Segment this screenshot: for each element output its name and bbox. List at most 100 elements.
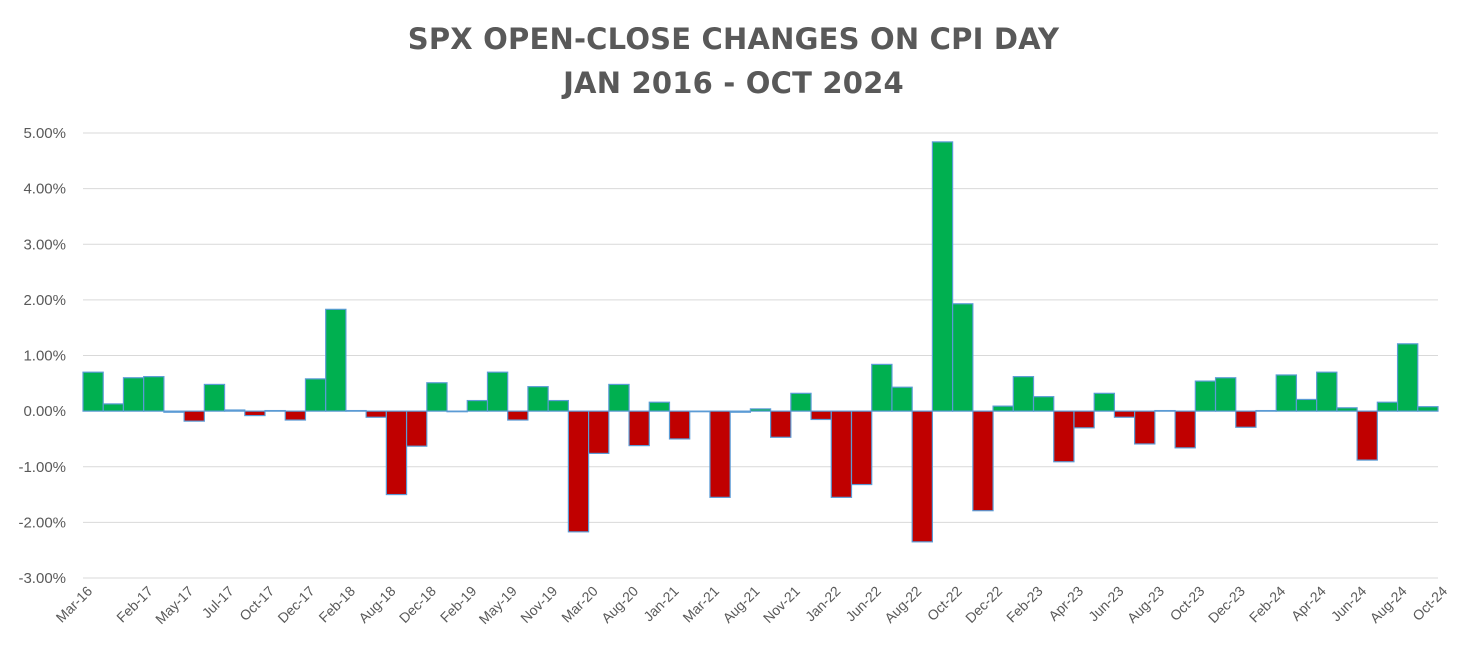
x-tick-label: Jun-22 — [842, 583, 884, 625]
gridlines — [83, 132, 1438, 579]
bar — [628, 410, 650, 447]
x-tick-label: Aug-22 — [881, 583, 924, 626]
x-tick-label: Aug-20 — [598, 583, 641, 626]
bar — [527, 386, 549, 412]
bar — [891, 386, 913, 412]
bar — [729, 410, 751, 413]
bar — [1113, 410, 1136, 418]
bar — [1194, 380, 1217, 412]
bar — [507, 410, 529, 421]
x-tick-label: Jan-21 — [640, 583, 682, 625]
y-tick-label: -3.00% — [18, 570, 66, 587]
bar — [587, 410, 610, 455]
bar — [163, 410, 185, 413]
x-tick-label: Feb-17 — [113, 583, 156, 626]
x-tick-label: May-19 — [476, 583, 520, 627]
bar — [689, 410, 711, 413]
bar — [223, 409, 246, 412]
bar — [1417, 406, 1439, 412]
bar — [1214, 377, 1237, 412]
x-tick-label: Jul-17 — [199, 583, 237, 621]
bar — [972, 410, 994, 512]
bar — [749, 408, 772, 412]
bar — [264, 409, 286, 412]
x-tick-label: Feb-19 — [437, 583, 480, 626]
bar — [284, 410, 307, 421]
chart-subtitle: JAN 2016 - OCT 2024 — [563, 66, 904, 100]
bar — [446, 410, 468, 413]
bar — [466, 399, 489, 412]
y-tick-label: -2.00% — [18, 514, 66, 531]
bar — [1032, 396, 1055, 412]
x-tick-label: Feb-23 — [1003, 583, 1046, 626]
y-tick-label: 0.00% — [23, 403, 66, 420]
chart-title: SPX OPEN-CLOSE CHANGES ON CPI DAY — [407, 22, 1060, 56]
x-tick-label: Aug-23 — [1124, 583, 1167, 626]
x-tick-label: Nov-21 — [760, 583, 803, 626]
bar — [1134, 410, 1156, 445]
y-tick-label: 3.00% — [23, 236, 66, 253]
bar — [325, 308, 347, 412]
bar — [1093, 392, 1116, 412]
bar — [850, 410, 873, 486]
x-tick-label: Mar-16 — [53, 583, 96, 626]
x-tick-label: Jun-24 — [1328, 583, 1370, 625]
x-tick-label: Oct-22 — [924, 583, 965, 624]
x-tick-label: Oct-17 — [236, 583, 277, 624]
y-axis-ticks: 5.00% 4.00% 3.00% 2.00% 1.00% 0.00% -1.00% -2.0… — [18, 125, 66, 587]
x-tick-label: Oct-23 — [1167, 583, 1208, 624]
x-tick-label: Dec-23 — [1205, 583, 1248, 626]
x-tick-label: Nov-19 — [517, 583, 560, 626]
bar — [203, 383, 226, 412]
bar — [304, 378, 327, 412]
bar — [608, 383, 630, 412]
x-tick-label: Dec-17 — [274, 583, 317, 626]
bar — [770, 410, 792, 438]
x-tick-label: Dec-22 — [962, 583, 1005, 626]
x-tick-label: Mar-20 — [558, 583, 601, 626]
bar — [668, 410, 691, 440]
x-tick-label: Dec-18 — [396, 583, 439, 626]
bar — [1154, 409, 1176, 412]
x-tick-label: Feb-24 — [1246, 583, 1289, 626]
bar — [931, 141, 954, 412]
x-tick-label: Aug-18 — [355, 583, 398, 626]
bar — [1336, 407, 1358, 412]
bar — [871, 363, 893, 412]
bar — [790, 392, 812, 412]
bar — [1376, 401, 1399, 412]
bar — [1012, 376, 1035, 412]
bar — [405, 410, 428, 447]
bar — [486, 371, 509, 412]
bar — [143, 376, 165, 412]
bar — [1356, 410, 1378, 461]
bar — [102, 403, 125, 412]
bar — [1174, 410, 1196, 449]
bar — [830, 410, 853, 498]
bar — [244, 410, 266, 417]
x-tick-label: Feb-18 — [315, 583, 358, 626]
bar — [1053, 410, 1075, 463]
y-tick-label: 2.00% — [23, 292, 66, 309]
bar — [992, 405, 1014, 412]
bar — [183, 410, 205, 422]
bar — [1295, 398, 1318, 412]
bar — [82, 371, 104, 412]
y-tick-label: 5.00% — [23, 125, 66, 142]
bar — [122, 377, 145, 412]
x-tick-label: Aug-24 — [1367, 583, 1410, 626]
bar — [648, 401, 671, 412]
x-tick-label: Apr-23 — [1045, 583, 1086, 624]
bar — [1275, 374, 1298, 412]
bars — [82, 141, 1439, 543]
bar — [911, 410, 934, 543]
bar — [567, 410, 590, 533]
bar — [1235, 410, 1257, 428]
bar — [547, 399, 569, 412]
x-tick-label: May-17 — [152, 583, 196, 627]
bar — [345, 409, 367, 412]
bar — [1316, 371, 1338, 412]
bar — [952, 303, 974, 412]
